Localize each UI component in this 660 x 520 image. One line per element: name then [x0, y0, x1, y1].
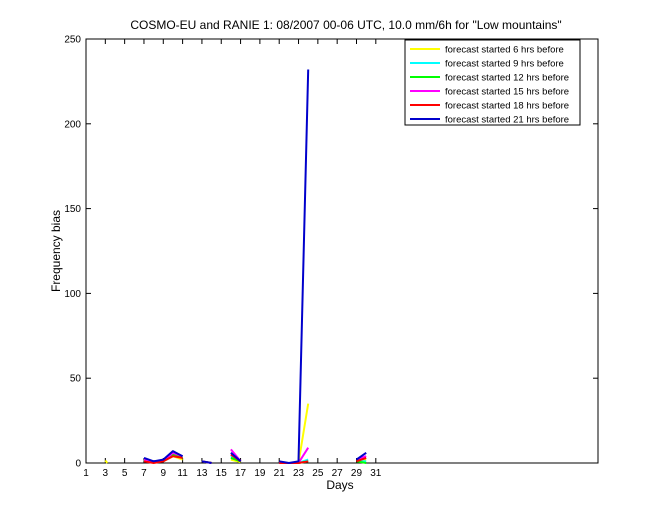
legend-label: forecast started 18 hrs before	[445, 101, 569, 112]
y-tick-label: 50	[70, 374, 82, 385]
x-tick-label: 25	[312, 468, 324, 479]
x-tick-label: 23	[293, 468, 305, 479]
x-tick-label: 3	[103, 468, 109, 479]
series-line	[356, 456, 367, 463]
x-tick-label: 15	[216, 468, 228, 479]
legend-label: forecast started 21 hrs before	[445, 115, 569, 126]
x-tick-label: 21	[274, 468, 286, 479]
y-tick-label: 250	[64, 35, 81, 46]
y-tick-label: 150	[64, 204, 81, 215]
series-lines	[104, 69, 367, 464]
x-tick-label: 7	[141, 468, 147, 479]
legend-box	[404, 39, 581, 126]
x-tick-label: 31	[370, 468, 382, 479]
x-tick-label: 13	[196, 468, 208, 479]
y-tick-label: 100	[64, 289, 81, 300]
x-axis-ticks: 1 3 5 7 9 11 13 15 17 19 21 23 25 27 29 31	[83, 39, 382, 479]
x-tick-label: 5	[122, 468, 128, 479]
legend: forecast started 6 hrs before forecast st…	[404, 39, 581, 126]
series-line	[355, 451, 367, 461]
series-line	[279, 69, 310, 464]
series-line	[143, 450, 184, 463]
x-tick-label: 1	[83, 468, 89, 479]
x-tick-label: 29	[351, 468, 363, 479]
legend-label: forecast started 6 hrs before	[445, 45, 564, 56]
chart-title: COSMO-EU and RANIE 1: 08/2007 00-06 UTC,…	[130, 18, 561, 32]
legend-label: forecast started 12 hrs before	[445, 73, 569, 84]
x-tick-label: 11	[177, 468, 188, 479]
legend-label: forecast started 9 hrs before	[445, 59, 564, 70]
x-tick-label: 19	[254, 468, 266, 479]
y-axis-label: Frequency bias	[49, 210, 63, 292]
y-tick-label: 200	[64, 119, 81, 130]
x-tick-label: 27	[332, 468, 344, 479]
y-axis-ticks: 0 50 100 150 200 250	[64, 35, 598, 470]
series-line	[201, 460, 212, 464]
series-line	[230, 452, 242, 463]
x-axis-label: Days	[326, 478, 353, 492]
x-tick-label: 9	[161, 468, 167, 479]
series-line	[104, 459, 109, 464]
y-tick-label: 0	[75, 459, 81, 470]
series-6	[143, 69, 367, 464]
x-tick-label: 17	[235, 468, 247, 479]
legend-label: forecast started 15 hrs before	[445, 87, 569, 98]
series-line	[143, 455, 183, 464]
